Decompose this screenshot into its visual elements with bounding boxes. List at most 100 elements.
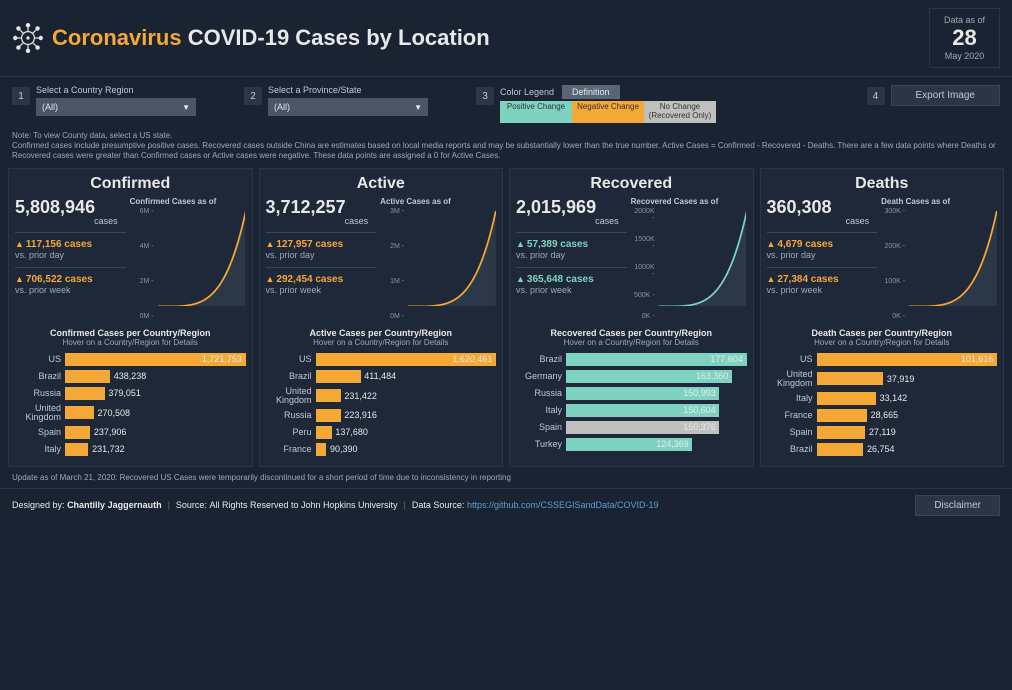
chart-title: Active Cases as of [380, 197, 496, 206]
bar-label: Russia [15, 389, 65, 398]
bar-row[interactable]: Turkey 124,369 [516, 438, 747, 451]
source-value: All Rights Reserved to John Hopkins Univ… [209, 500, 397, 510]
bar-label: Brazil [15, 372, 65, 381]
bar-label: Spain [516, 423, 566, 432]
panels-row: Confirmed 5,808,946 cases ▲117,156 cases… [0, 168, 1012, 467]
country-dropdown[interactable]: (All)▼ [36, 98, 196, 116]
up-arrow-icon: ▲ [15, 239, 24, 249]
bar-label: Turkey [516, 440, 566, 449]
area-chart[interactable]: 300K -200K -100K -0K - [881, 208, 997, 320]
area-chart[interactable]: 3M -2M -1M -0M - [380, 208, 496, 320]
up-arrow-icon: ▲ [266, 239, 275, 249]
bar-label: Italy [15, 445, 65, 454]
bar-label: United Kingdom [15, 404, 65, 422]
virus-icon [12, 22, 44, 54]
bar-row[interactable]: Spain 150,376 [516, 421, 747, 434]
panel-title: Recovered [516, 175, 747, 193]
bar-row[interactable]: Russia 379,051 [15, 387, 246, 400]
bar-row[interactable]: Peru 137,680 [266, 426, 497, 439]
up-arrow-icon: ▲ [516, 239, 525, 249]
bar-row[interactable]: Brazil 177,604 [516, 353, 747, 366]
bar-row[interactable]: Spain 237,906 [15, 426, 246, 439]
legend-item: Positive Change [500, 101, 572, 123]
export-button[interactable]: Export Image [891, 85, 1000, 106]
definition-button[interactable]: Definition [562, 85, 620, 99]
bar-label: Brazil [516, 355, 566, 364]
bar-label: United Kingdom [767, 370, 817, 388]
footer-note: Update as of March 21, 2020: Recovered U… [0, 467, 1012, 488]
step-badge-3: 3 [476, 87, 494, 105]
panel-title: Deaths [767, 175, 998, 193]
chart-title: Recovered Cases as of [631, 197, 747, 206]
bar-row[interactable]: US 101,616 [767, 353, 998, 366]
bars-subtitle: Hover on a Country/Region for Details [266, 338, 497, 347]
bar-label: Spain [767, 428, 817, 437]
bar-row[interactable]: Germany 163,360 [516, 370, 747, 383]
bars-title: Active Cases per Country/Region [266, 328, 497, 338]
date-box: Data as of 28 May 2020 [929, 8, 1000, 68]
designed-value: Chantilly Jaggernauth [67, 500, 162, 510]
controls-row: 1 Select a Country Region (All)▼ 2 Selec… [0, 77, 1012, 131]
chart-title: Death Cases as of [881, 197, 997, 206]
bar-row[interactable]: US 1,620,461 [266, 353, 497, 366]
panel-recovered: Recovered 2,015,969 cases ▲57,389 cases … [509, 168, 754, 467]
state-dropdown[interactable]: (All)▼ [268, 98, 428, 116]
bars-title: Recovered Cases per Country/Region [516, 328, 747, 338]
bar-row[interactable]: Russia 150,993 [516, 387, 747, 400]
delta-week: ▲365,648 cases vs. prior week [516, 274, 627, 296]
bar-label: US [15, 355, 65, 364]
bar-label: Brazil [266, 372, 316, 381]
bar-label: Brazil [767, 445, 817, 454]
bar-label: France [767, 411, 817, 420]
up-arrow-icon: ▲ [266, 274, 275, 284]
bar-row[interactable]: Brazil 26,754 [767, 443, 998, 456]
bar-row[interactable]: Italy 150,604 [516, 404, 747, 417]
bar-row[interactable]: France 28,665 [767, 409, 998, 422]
total-number: 360,308 [767, 197, 878, 218]
bars-title: Confirmed Cases per Country/Region [15, 328, 246, 338]
bar-label: Russia [516, 389, 566, 398]
chevron-down-icon: ▼ [182, 103, 190, 112]
up-arrow-icon: ▲ [767, 239, 776, 249]
bar-label: Italy [516, 406, 566, 415]
state-label: Select a Province/State [268, 85, 428, 95]
delta-day: ▲127,957 cases vs. prior day [266, 239, 377, 261]
bar-row[interactable]: US 1,721,753 [15, 353, 246, 366]
note-text: Note: To view County data, select a US s… [0, 131, 1012, 168]
bar-row[interactable]: Brazil 438,238 [15, 370, 246, 383]
bar-label: US [266, 355, 316, 364]
total-number: 5,808,946 [15, 197, 126, 218]
panel-active: Active 3,712,257 cases ▲127,957 cases vs… [259, 168, 504, 467]
bars-subtitle: Hover on a Country/Region for Details [516, 338, 747, 347]
delta-day: ▲117,156 cases vs. prior day [15, 239, 126, 261]
source-label: Source: [176, 500, 207, 510]
bar-row[interactable]: Italy 33,142 [767, 392, 998, 405]
step-badge-4: 4 [867, 87, 885, 105]
country-label: Select a Country Region [36, 85, 196, 95]
bar-label: Germany [516, 372, 566, 381]
bar-row[interactable]: Russia 223,916 [266, 409, 497, 422]
bar-row[interactable]: Spain 27,119 [767, 426, 998, 439]
designed-label: Designed by: [12, 500, 65, 510]
bars-title: Death Cases per Country/Region [767, 328, 998, 338]
legend-item: No Change (Recovered Only) [644, 101, 716, 123]
datasource-link[interactable]: https://github.com/CSSEGISandData/COVID-… [467, 500, 659, 510]
delta-day: ▲4,679 cases vs. prior day [767, 239, 878, 261]
up-arrow-icon: ▲ [767, 274, 776, 284]
bar-label: Spain [15, 428, 65, 437]
bar-row[interactable]: Italy 231,732 [15, 443, 246, 456]
bar-row[interactable]: Brazil 411,484 [266, 370, 497, 383]
bar-row[interactable]: France 90,390 [266, 443, 497, 456]
total-number: 3,712,257 [266, 197, 377, 218]
bar-label: France [266, 445, 316, 454]
area-chart[interactable]: 2000K -1500K -1000K -500K -0K - [631, 208, 747, 320]
legend-item: Negative Change [572, 101, 644, 123]
chevron-down-icon: ▼ [414, 103, 422, 112]
bar-row[interactable]: United Kingdom 270,508 [15, 404, 246, 422]
area-chart[interactable]: 6M -4M -2M -0M - [130, 208, 246, 320]
legend-boxes: Positive ChangeNegative ChangeNo Change … [500, 101, 716, 123]
bar-row[interactable]: United Kingdom 231,422 [266, 387, 497, 405]
bar-row[interactable]: United Kingdom 37,919 [767, 370, 998, 388]
disclaimer-button[interactable]: Disclaimer [915, 495, 1000, 516]
bars-subtitle: Hover on a Country/Region for Details [767, 338, 998, 347]
